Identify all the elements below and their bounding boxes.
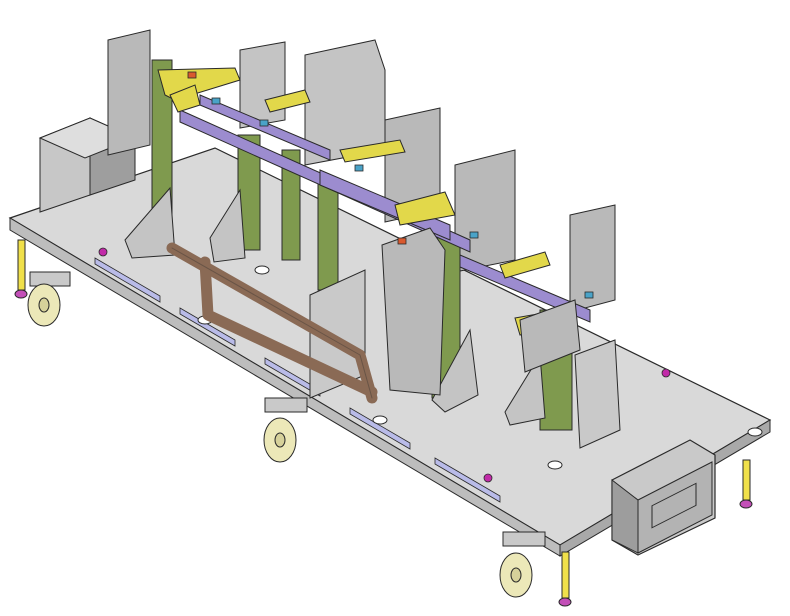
clamp — [394, 191, 456, 226]
foot — [14, 289, 28, 299]
column — [317, 179, 339, 291]
marker — [483, 473, 493, 483]
caster-bracket — [502, 531, 546, 547]
pin — [469, 231, 479, 239]
stand — [107, 29, 151, 156]
leg — [561, 551, 570, 599]
slot — [434, 457, 501, 503]
clamp — [499, 251, 551, 279]
pipe-lower — [199, 256, 378, 398]
slot — [349, 407, 411, 450]
clamp — [339, 139, 406, 163]
rear-stands — [107, 29, 616, 313]
cradle — [574, 339, 621, 449]
front-junction-box — [611, 439, 716, 556]
plate-slots — [94, 257, 501, 503]
marker — [661, 368, 671, 378]
slot — [264, 357, 321, 397]
clamp — [264, 89, 311, 113]
leveling-legs — [14, 239, 753, 607]
hole — [747, 427, 763, 437]
caster — [27, 271, 71, 327]
pins — [187, 71, 594, 299]
hole — [547, 460, 563, 470]
gusset — [504, 353, 546, 426]
cradle — [381, 227, 446, 396]
pin — [397, 237, 407, 245]
leg — [742, 459, 751, 501]
column — [281, 149, 301, 261]
gusset — [431, 328, 479, 413]
caster-bracket — [264, 397, 308, 413]
caster-bracket — [29, 271, 71, 287]
pin — [211, 97, 221, 105]
box-label-plate — [651, 482, 697, 529]
caster-hub — [38, 297, 50, 313]
hole — [254, 265, 270, 275]
leg — [17, 239, 26, 291]
rail — [199, 94, 331, 161]
locator-markers — [98, 247, 671, 483]
marker — [98, 247, 108, 257]
pipe-upper-outline — [171, 247, 373, 399]
caster-hub — [274, 432, 286, 448]
clamp — [169, 84, 201, 113]
pipe-upper — [166, 242, 378, 404]
pin — [187, 71, 197, 79]
gussets — [124, 186, 546, 426]
box-side — [611, 478, 639, 554]
stand — [454, 149, 516, 273]
gusset — [209, 188, 246, 263]
pipe-handle — [166, 242, 378, 404]
slot — [179, 307, 236, 347]
caster-hub — [510, 567, 522, 583]
cradle — [519, 299, 581, 373]
foot — [739, 499, 753, 509]
caster — [263, 397, 308, 463]
stand — [569, 204, 616, 313]
pin — [584, 291, 594, 299]
slot — [94, 257, 161, 303]
pin — [259, 119, 269, 127]
foot — [558, 597, 572, 607]
rail — [459, 254, 591, 323]
caster — [499, 531, 546, 598]
pin — [354, 164, 364, 172]
hole — [372, 415, 388, 425]
casters — [27, 271, 546, 598]
